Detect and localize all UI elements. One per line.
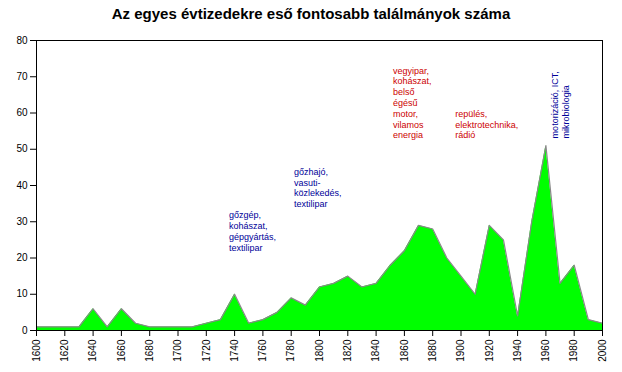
svg-text:1880: 1880 xyxy=(427,339,438,362)
svg-text:gőzgép,kohászat,gépgyártás,tex: gőzgép,kohászat,gépgyártás,textilipar xyxy=(229,210,276,252)
svg-text:1940: 1940 xyxy=(512,339,523,362)
html-text:Az egyes évtizedekre eső fonto: Az egyes évtizedekre eső fontosabb talál… xyxy=(111,5,511,22)
svg-text:1660: 1660 xyxy=(116,339,127,362)
svg-text:20: 20 xyxy=(16,252,28,263)
svg-text:1860: 1860 xyxy=(399,339,410,362)
svg-text:1720: 1720 xyxy=(201,339,212,362)
svg-text:1760: 1760 xyxy=(257,339,268,362)
svg-text:1840: 1840 xyxy=(370,339,381,362)
svg-text:1960: 1960 xyxy=(540,339,551,362)
svg-text:1700: 1700 xyxy=(172,339,183,362)
svg-text:1800: 1800 xyxy=(314,339,325,362)
svg-text:vegyipar,kohászat,belsőégésűmo: vegyipar,kohászat,belsőégésűmotor,vilamo… xyxy=(393,66,432,141)
svg-text:10: 10 xyxy=(16,288,28,299)
svg-text:1780: 1780 xyxy=(285,339,296,362)
svg-text:1680: 1680 xyxy=(144,339,155,362)
svg-text:70: 70 xyxy=(16,71,28,82)
svg-text:1820: 1820 xyxy=(342,339,353,362)
svg-text:gőzhajó,vasuti-közlekedés,text: gőzhajó,vasuti-közlekedés,textilipar xyxy=(294,167,342,209)
svg-text:40: 40 xyxy=(16,180,28,191)
svg-text:1640: 1640 xyxy=(87,339,98,362)
svg-text:0: 0 xyxy=(22,325,28,336)
svg-text:30: 30 xyxy=(16,216,28,227)
svg-text:1600: 1600 xyxy=(31,339,42,362)
svg-text:1620: 1620 xyxy=(59,339,70,362)
svg-text:1980: 1980 xyxy=(568,339,579,362)
svg-text:1740: 1740 xyxy=(229,339,240,362)
svg-text:repülés,elektrotechnika,rádió: repülés,elektrotechnika,rádió xyxy=(455,109,518,141)
svg-text:80: 80 xyxy=(16,35,28,46)
svg-text:1920: 1920 xyxy=(484,339,495,362)
svg-text:2000: 2000 xyxy=(597,339,608,362)
svg-text:50: 50 xyxy=(16,143,28,154)
svg-text:1900: 1900 xyxy=(455,339,466,362)
svg-text:motorizáció, ICT,mikrobiologia: motorizáció, ICT,mikrobiologia xyxy=(550,71,571,138)
svg-text:60: 60 xyxy=(16,107,28,118)
